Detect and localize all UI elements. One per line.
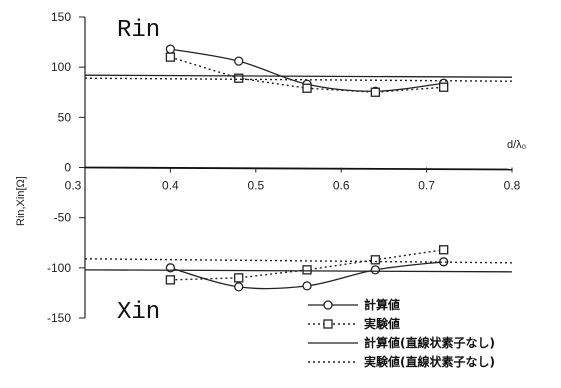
y-tick-label: 0 xyxy=(64,161,71,175)
data-point-square xyxy=(323,319,333,329)
y-tick-label: -100 xyxy=(47,261,71,275)
x-tick-label: 0.7 xyxy=(418,179,435,193)
data-point-square xyxy=(165,275,176,285)
data-point-square xyxy=(439,245,449,255)
series-layer xyxy=(84,44,513,292)
x-tick-label: 0.4 xyxy=(162,179,179,193)
data-point-circle xyxy=(234,56,244,66)
data-point-square xyxy=(439,82,449,92)
data-point-circle xyxy=(165,44,176,54)
series-line-xin-6 xyxy=(84,269,513,273)
data-point-square xyxy=(165,52,176,62)
x-axis-line xyxy=(84,166,513,171)
x-tick-label: 0.6 xyxy=(333,179,350,193)
series-line-rin-3 xyxy=(84,77,513,82)
data-point-circle xyxy=(302,281,312,291)
labels-layer: d/λ₀ Rin,Xin[Ω] Rin Xin xyxy=(15,17,526,326)
y-tick-label: 100 xyxy=(51,60,71,74)
legend-label: 実験値(直線状素子なし) xyxy=(364,354,495,369)
legend-label: 計算値 xyxy=(364,297,400,312)
series-line-xin-5 xyxy=(170,249,444,281)
x-tick-label: 0.3 xyxy=(65,179,82,193)
data-point-square xyxy=(234,273,244,283)
legend-label: 実験値 xyxy=(364,316,400,331)
data-point-square xyxy=(302,83,312,93)
data-point-square xyxy=(370,87,381,97)
series-line-xin-7 xyxy=(84,258,513,264)
x-tick-label: 0.8 xyxy=(504,179,521,193)
data-point-square xyxy=(370,255,381,265)
x-axis-label: d/λ₀ xyxy=(507,139,526,151)
data-point-square xyxy=(302,265,312,275)
annotation-rin: Rin xyxy=(117,17,160,44)
x-tick-label: 0.5 xyxy=(247,179,264,193)
y-tick-label: -50 xyxy=(54,211,72,225)
y-tick-label: -150 xyxy=(47,311,71,325)
data-point-circle xyxy=(370,265,381,275)
data-point-circle xyxy=(323,300,333,310)
data-point-circle xyxy=(234,282,244,292)
series-line-rin-2 xyxy=(84,74,513,78)
axes: 150 100 50 0 -50 -100 -150 0.3 0.4 0.5 0.6 0.7 0.8 xyxy=(47,10,521,325)
y-tick-label: 150 xyxy=(51,10,71,24)
y-tick-label: 50 xyxy=(58,110,72,124)
data-point-circle xyxy=(439,257,449,267)
data-point-square xyxy=(234,73,244,83)
annotation-xin: Xin xyxy=(117,299,160,326)
y-axis-label: Rin,Xin[Ω] xyxy=(15,176,27,226)
legend-label: 計算値(直線状素子なし) xyxy=(364,335,495,350)
